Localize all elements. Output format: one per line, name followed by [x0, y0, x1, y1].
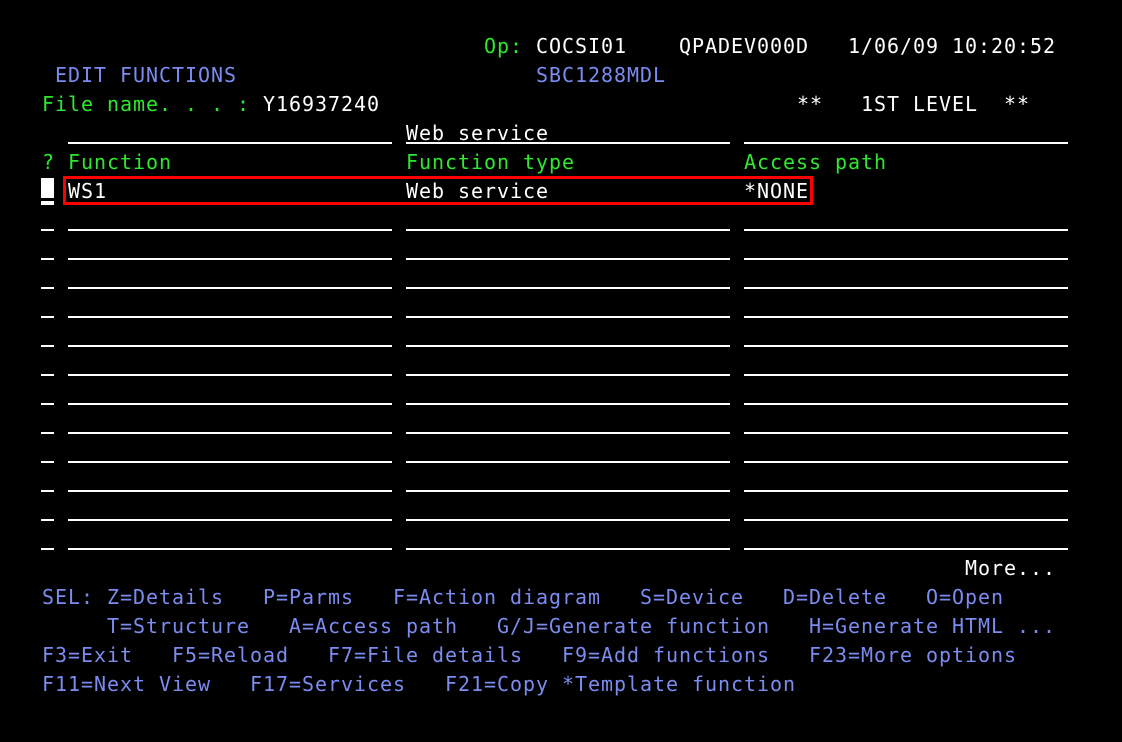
function-type-input[interactable]	[406, 548, 730, 550]
option-access-path: A=Access path	[289, 614, 459, 638]
function-input[interactable]	[68, 316, 392, 318]
function-type: Web service	[406, 179, 550, 203]
level-marker-right: **	[1004, 92, 1031, 116]
file-name-value: Y16937240	[263, 92, 381, 116]
option-action-diagram: F=Action diagram	[393, 585, 602, 609]
positioner-function-input[interactable]	[68, 142, 392, 144]
function-input[interactable]	[68, 432, 392, 434]
access-path-input[interactable]	[744, 432, 1068, 434]
option-device: S=Device	[640, 585, 745, 609]
selection-input[interactable]	[41, 519, 54, 521]
selection-input[interactable]	[41, 287, 54, 289]
fkey-reload[interactable]: F5=Reload	[172, 643, 290, 667]
function-input[interactable]	[68, 287, 392, 289]
access-path-input[interactable]	[744, 548, 1068, 550]
function-input[interactable]	[68, 345, 392, 347]
function-type-input[interactable]	[406, 432, 730, 434]
selection-input[interactable]	[41, 403, 54, 405]
access-path-input[interactable]	[744, 316, 1068, 318]
level-marker-left: **	[797, 92, 824, 116]
more-indicator: More...	[965, 556, 1057, 580]
sel-prefix: SEL:	[42, 585, 95, 609]
selection-input[interactable]	[41, 548, 54, 550]
positioner-access-path-input[interactable]	[744, 142, 1068, 144]
selection-input[interactable]	[41, 490, 54, 492]
access-path-input[interactable]	[744, 519, 1068, 521]
selection-input[interactable]	[41, 316, 54, 318]
option-details: Z=Details	[107, 585, 225, 609]
selection-input[interactable]	[41, 258, 54, 260]
function-name: WS1	[68, 179, 108, 203]
selection-input[interactable]	[41, 432, 54, 434]
function-input[interactable]	[68, 229, 392, 231]
function-type-input[interactable]	[406, 258, 730, 260]
date: 1/06/09	[848, 34, 940, 58]
access-path: *NONE	[744, 179, 810, 203]
selection-input[interactable]	[41, 345, 54, 347]
selection-input-cursor[interactable]	[41, 178, 54, 198]
fkey-services[interactable]: F17=Services	[250, 672, 407, 696]
function-type-input[interactable]	[406, 461, 730, 463]
model-name: SBC1288MDL	[536, 63, 667, 87]
operator-label: Op:	[484, 34, 524, 58]
time: 10:20:52	[952, 34, 1057, 58]
access-path-input[interactable]	[744, 374, 1068, 376]
access-path-input[interactable]	[744, 461, 1068, 463]
fkey-more-options[interactable]: F23=More options	[809, 643, 1018, 667]
fkey-exit[interactable]: F3=Exit	[42, 643, 134, 667]
access-path-column-header: Access path	[744, 150, 888, 174]
function-input[interactable]	[68, 490, 392, 492]
positioner-function-type-input[interactable]	[406, 142, 730, 144]
operator-id: COCSI01	[536, 34, 628, 58]
function-type-input[interactable]	[406, 229, 730, 231]
sel-column-header: ?	[42, 150, 56, 174]
function-type-input[interactable]	[406, 490, 730, 492]
access-path-input[interactable]	[744, 345, 1068, 347]
function-input[interactable]	[68, 403, 392, 405]
option-open: O=Open	[926, 585, 1005, 609]
selection-input-underline[interactable]	[41, 201, 54, 205]
function-type-input[interactable]	[406, 403, 730, 405]
function-input[interactable]	[68, 374, 392, 376]
function-input[interactable]	[68, 548, 392, 550]
function-input[interactable]	[68, 461, 392, 463]
function-type-input[interactable]	[406, 374, 730, 376]
fkey-add-functions[interactable]: F9=Add functions	[562, 643, 771, 667]
selection-input[interactable]	[41, 461, 54, 463]
option-structure: T=Structure	[107, 614, 251, 638]
access-path-input[interactable]	[744, 490, 1068, 492]
highlight-box	[63, 176, 813, 205]
function-type-input[interactable]	[406, 519, 730, 521]
fkey-next-view[interactable]: F11=Next View	[42, 672, 212, 696]
function-type-input[interactable]	[406, 287, 730, 289]
fkey-file-details[interactable]: F7=File details	[328, 643, 524, 667]
positioner-function-type-value[interactable]: Web service	[406, 121, 550, 145]
function-input[interactable]	[68, 258, 392, 260]
function-column-header: Function	[68, 150, 173, 174]
access-path-input[interactable]	[744, 403, 1068, 405]
option-generate-html: H=Generate HTML ...	[809, 614, 1057, 638]
option-parms: P=Parms	[263, 585, 355, 609]
file-name-label: File name. . . :	[42, 92, 251, 116]
level-indicator: 1ST LEVEL	[861, 92, 979, 116]
access-path-input[interactable]	[744, 258, 1068, 260]
option-generate-function: G/J=Generate function	[497, 614, 771, 638]
option-delete: D=Delete	[783, 585, 888, 609]
access-path-input[interactable]	[744, 229, 1068, 231]
selection-input[interactable]	[41, 229, 54, 231]
function-type-input[interactable]	[406, 316, 730, 318]
device-name: QPADEV000D	[679, 34, 810, 58]
function-type-column-header: Function type	[406, 150, 576, 174]
selection-input[interactable]	[41, 374, 54, 376]
function-input[interactable]	[68, 519, 392, 521]
screen-title: EDIT FUNCTIONS	[55, 63, 238, 87]
access-path-input[interactable]	[744, 287, 1068, 289]
fkey-copy-template[interactable]: F21=Copy *Template function	[445, 672, 797, 696]
function-type-input[interactable]	[406, 345, 730, 347]
